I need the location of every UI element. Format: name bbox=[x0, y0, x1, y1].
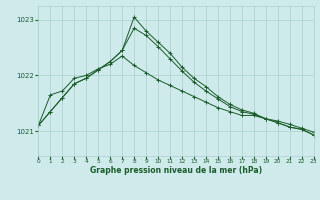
X-axis label: Graphe pression niveau de la mer (hPa): Graphe pression niveau de la mer (hPa) bbox=[90, 166, 262, 175]
